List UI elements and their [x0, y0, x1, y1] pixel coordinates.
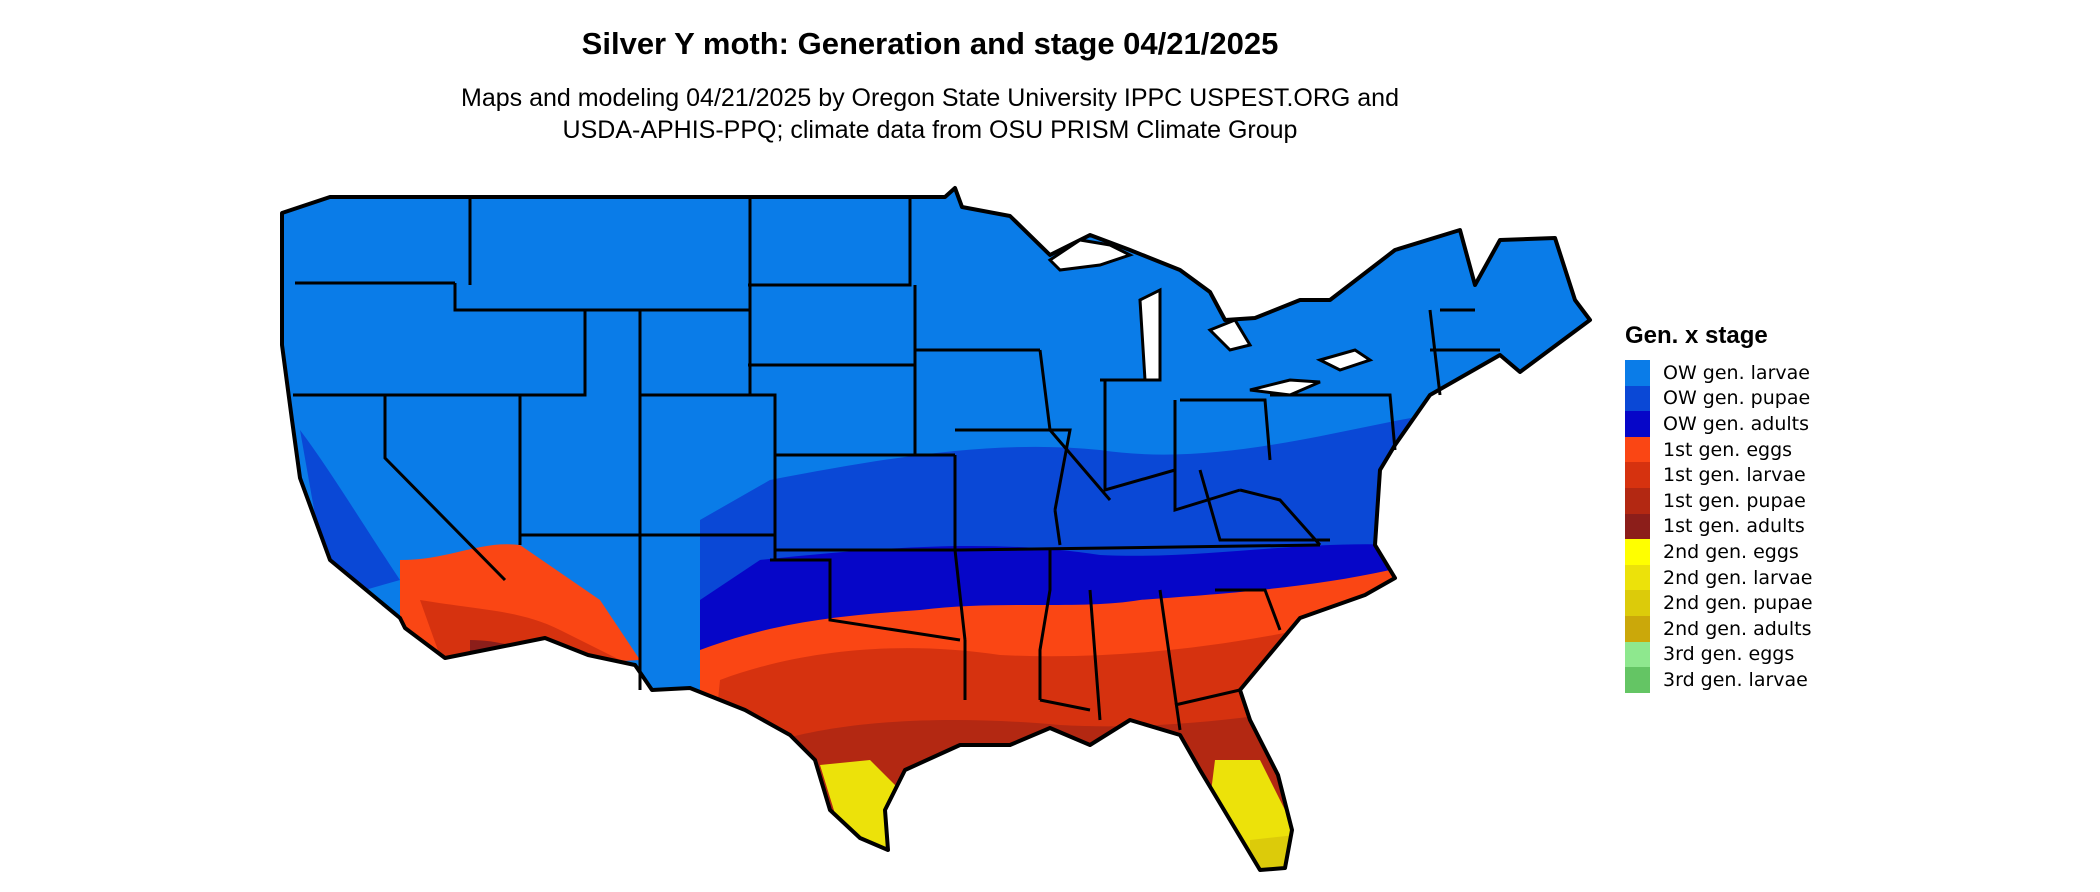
- legend-label: OW gen. larvae: [1663, 361, 1810, 384]
- great-lakes: [1047, 238, 1374, 397]
- legend-label: OW gen. adults: [1663, 412, 1810, 435]
- legend-item: 1st gen. larvae: [1625, 462, 1813, 488]
- region-2nd-larvae-texas: [820, 760, 900, 860]
- legend-label: 2nd gen. eggs: [1663, 540, 1799, 563]
- legend-item: OW gen. adults: [1625, 411, 1813, 437]
- legend-item: 1st gen. pupae: [1625, 487, 1813, 514]
- state-boundaries: [293, 197, 1500, 731]
- legend-item: 3rd gen. larvae: [1625, 667, 1813, 693]
- legend-item: 2nd gen. adults: [1625, 615, 1813, 642]
- legend-swatch: [1625, 539, 1650, 565]
- legend-item: 2nd gen. eggs: [1625, 539, 1813, 565]
- legend-label: 2nd gen. adults: [1663, 617, 1812, 640]
- legend-label: 3rd gen. eggs: [1663, 643, 1795, 666]
- legend-title: Gen. x stage: [1625, 322, 1768, 349]
- stage-fill-regions: [282, 188, 1590, 870]
- legend-label: 1st gen. larvae: [1663, 464, 1806, 487]
- legend-label: 2nd gen. larvae: [1663, 566, 1813, 589]
- legend-item: OW gen. larvae: [1625, 360, 1813, 386]
- map-subtitle-line-2: USDA-APHIS-PPQ; climate data from OSU PR…: [562, 116, 1298, 144]
- legend-swatch: [1625, 667, 1650, 693]
- legend-swatch: [1625, 385, 1650, 412]
- us-outline: [280, 186, 1592, 872]
- legend-item: OW gen. pupae: [1625, 385, 1813, 412]
- legend-item: 2nd gen. larvae: [1625, 564, 1813, 591]
- legend-label: OW gen. pupae: [1663, 387, 1811, 410]
- map-title: Silver Y moth: Generation and stage 04/2…: [581, 26, 1279, 61]
- legend-swatch: [1625, 462, 1650, 488]
- legend-swatch: [1625, 411, 1650, 437]
- legend-label: 2nd gen. pupae: [1663, 592, 1813, 615]
- legend-item: 1st gen. eggs: [1625, 436, 1813, 463]
- legend-item: 3rd gen. eggs: [1625, 641, 1813, 668]
- legend-swatch: [1625, 513, 1650, 540]
- legend-label: 1st gen. pupae: [1663, 489, 1806, 512]
- legend-swatch: [1625, 590, 1650, 616]
- legend-swatch: [1625, 360, 1650, 386]
- map-legend: Gen. x stage OW gen. larvae OW gen. pupa…: [1625, 322, 1813, 693]
- legend-item: 1st gen. adults: [1625, 513, 1813, 540]
- legend-label: 1st gen. eggs: [1663, 438, 1793, 461]
- legend-item: 2nd gen. pupae: [1625, 590, 1813, 616]
- legend-label: 3rd gen. larvae: [1663, 668, 1808, 691]
- legend-swatch: [1625, 641, 1650, 668]
- map-subtitle-line-1: Maps and modeling 04/21/2025 by Oregon S…: [461, 84, 1399, 112]
- legend-swatch: [1625, 487, 1650, 514]
- legend-swatch: [1625, 615, 1650, 642]
- legend-swatch: [1625, 436, 1650, 463]
- legend-label: 1st gen. adults: [1663, 515, 1805, 538]
- legend-swatch: [1625, 564, 1650, 591]
